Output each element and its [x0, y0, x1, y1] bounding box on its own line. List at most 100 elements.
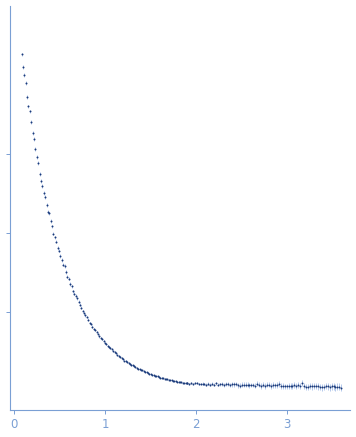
Point [21, 72, 27, 79]
Point [44, 201, 49, 208]
Point [129, 361, 134, 368]
Point [23, 80, 28, 87]
Point [145, 369, 151, 376]
Point [88, 321, 94, 328]
Point [327, 384, 333, 391]
Point [167, 377, 173, 384]
Point [108, 345, 113, 352]
Point [227, 382, 233, 389]
Point [164, 376, 170, 383]
Point [155, 373, 161, 380]
Point [85, 316, 91, 323]
Point [325, 383, 330, 390]
Point [64, 273, 70, 280]
Point [127, 360, 133, 367]
Point [73, 292, 79, 299]
Point [274, 382, 280, 388]
Point [83, 312, 88, 319]
Point [170, 377, 176, 384]
Point [329, 383, 334, 390]
Point [140, 367, 145, 374]
Point [235, 382, 241, 389]
Point [153, 372, 159, 379]
Point [58, 253, 63, 260]
Point [102, 339, 108, 346]
Point [217, 381, 223, 388]
Point [247, 382, 252, 389]
Point [163, 375, 169, 382]
Point [134, 364, 140, 371]
Point [96, 333, 102, 340]
Point [194, 379, 199, 386]
Point [109, 346, 115, 353]
Point [77, 302, 83, 309]
Point [208, 381, 213, 388]
Point [113, 350, 119, 357]
Point [95, 330, 101, 337]
Point [69, 283, 74, 290]
Point [135, 365, 141, 372]
Point [90, 323, 95, 330]
Point [256, 382, 262, 388]
Point [78, 304, 84, 311]
Point [126, 360, 131, 367]
Point [35, 160, 41, 167]
Point [298, 383, 303, 390]
Point [186, 380, 192, 387]
Point [40, 182, 45, 189]
Point [87, 319, 93, 326]
Point [123, 357, 129, 364]
Point [178, 379, 184, 386]
Point [276, 381, 282, 388]
Point [80, 308, 85, 315]
Point [323, 382, 329, 389]
Point [239, 381, 245, 388]
Point [295, 382, 301, 388]
Point [137, 366, 142, 373]
Point [117, 353, 123, 360]
Point [161, 375, 166, 382]
Point [148, 371, 154, 378]
Point [184, 380, 190, 387]
Point [333, 384, 338, 391]
Point [98, 334, 104, 341]
Point [28, 118, 34, 125]
Point [248, 382, 254, 388]
Point [231, 381, 237, 388]
Point [190, 381, 195, 388]
Point [292, 382, 297, 389]
Point [315, 383, 321, 390]
Point [34, 153, 40, 160]
Point [56, 247, 62, 254]
Point [305, 384, 311, 391]
Point [30, 130, 36, 137]
Point [233, 381, 239, 388]
Point [133, 363, 138, 370]
Point [221, 382, 227, 388]
Point [169, 377, 174, 384]
Point [66, 275, 72, 282]
Point [198, 381, 203, 388]
Point [288, 382, 293, 389]
Point [84, 313, 90, 320]
Point [262, 382, 268, 389]
Point [290, 382, 295, 389]
Point [91, 325, 96, 332]
Point [62, 263, 67, 270]
Point [205, 381, 211, 388]
Point [24, 94, 30, 101]
Point [110, 347, 116, 354]
Point [282, 383, 288, 390]
Point [219, 380, 225, 387]
Point [112, 349, 117, 356]
Point [270, 382, 276, 388]
Point [131, 363, 137, 370]
Point [255, 380, 260, 387]
Point [192, 380, 198, 387]
Point [294, 382, 299, 389]
Point [19, 51, 24, 58]
Point [215, 381, 221, 388]
Point [183, 380, 188, 387]
Point [61, 261, 66, 268]
Point [174, 378, 180, 385]
